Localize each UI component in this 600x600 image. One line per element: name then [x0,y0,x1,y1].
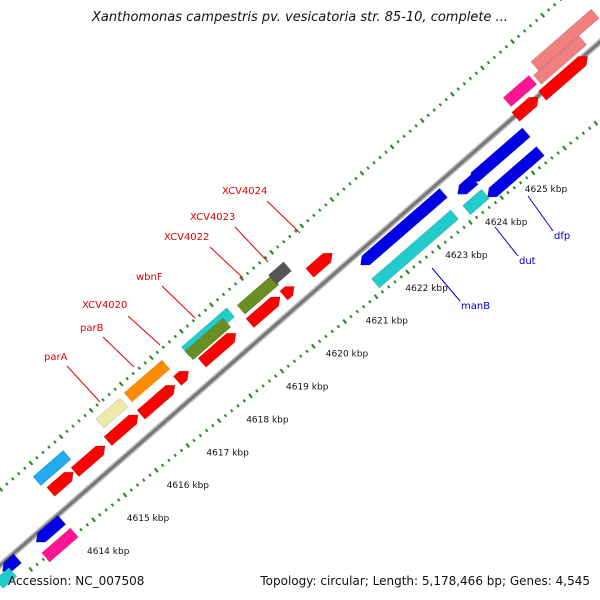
gene-par-a[interactable] [95,397,129,429]
gene-red[interactable] [136,381,179,420]
gene-red[interactable] [173,367,192,386]
scale-label: 4615 kbp [127,514,170,524]
gene-red[interactable] [197,329,240,368]
scale-label: 4619 kbp [286,383,329,393]
backbone-line [0,39,600,568]
major-ticks [0,0,564,492]
gene-label-xcv4022[interactable]: XCV4022 [164,232,209,243]
gene-cyan[interactable] [0,567,18,589]
scale-label: 4624 kbp [485,218,528,228]
gene-dut[interactable] [462,188,490,216]
gene-red[interactable] [70,441,109,478]
gene-red[interactable] [103,410,142,447]
minor-ticks [0,0,563,492]
scale-label: 4625 kbp [525,185,568,195]
gene-olive[interactable] [184,317,232,361]
scale-label: 4617 kbp [206,448,249,458]
label-leader-line [209,246,244,279]
gene-labels[interactable]: parA parB XCV4020 wbnF XCV4022 XCV4023 XCV4024… [44,186,570,363]
gene-label-wbnf[interactable]: wbnF [136,272,163,283]
map-title: Xanthomonas campestris pv. vesicatoria s… [92,10,508,25]
gene-label-parb[interactable]: parB [80,323,104,334]
accession-text: Accession: NC_007508 [8,574,145,588]
gene-blue[interactable] [32,514,67,546]
scale-label: 4620 kbp [326,350,369,360]
topology-stats-text: Topology: circular; Length: 5,178,466 bp… [260,574,590,588]
gene-xcv4024[interactable] [305,249,337,278]
outer-tick-ring [0,0,564,492]
gene-sky-blue[interactable] [32,449,72,487]
label-leader-line [527,195,554,232]
label-leader-line [102,336,135,368]
label-leader-line [234,226,269,263]
scale-label: 4623 kbp [445,251,488,261]
scale-labels: 4614 kbp 4615 kbp 4616 kbp 4617 kbp 4618 kbp… [87,185,567,557]
gene-red[interactable] [538,52,591,101]
gene-blue[interactable] [357,188,448,269]
label-leaders [66,195,554,403]
gene-label-xcv4024[interactable]: XCV4024 [222,186,267,197]
gene-label-xcv4020[interactable]: XCV4020 [82,300,127,311]
scale-label: 4614 kbp [87,547,130,557]
label-leader-line [161,285,196,319]
gene-salmon-2[interactable] [530,8,600,72]
gene-dfp[interactable] [484,146,545,202]
gene-label-para[interactable]: parA [44,352,68,363]
label-leader-line [266,200,301,234]
scale-label: 4618 kbp [246,415,289,425]
minor-ticks [29,118,600,572]
gene-label-manb[interactable]: manB [461,301,490,312]
label-leader-line [494,226,519,257]
label-leader-line [127,315,161,346]
gene-features[interactable] [0,8,600,589]
gene-label-dfp[interactable]: dfp [554,231,570,242]
gene-par-b[interactable] [123,359,171,403]
gene-xcv4023[interactable] [268,261,292,285]
label-leader-line [431,267,461,302]
gene-red[interactable] [511,93,543,122]
scale-label: 4621 kbp [366,317,409,327]
scale-label: 4616 kbp [167,481,210,491]
gene-man-b[interactable] [371,209,459,289]
gene-red[interactable] [245,292,284,329]
major-ticks [28,118,600,572]
gene-magenta[interactable] [41,527,79,563]
scale-label: 4622 kbp [405,284,448,294]
gene-label-xcv4023[interactable]: XCV4023 [190,212,235,223]
gene-magenta[interactable] [502,74,538,108]
gene-label-dut[interactable]: dut [519,256,536,267]
gene-red[interactable] [46,468,78,497]
gene-xcv4022[interactable] [236,275,280,315]
gene-red[interactable] [279,282,298,301]
inner-tick-ring [28,118,600,572]
label-leader-line [66,365,101,403]
gene-blue[interactable] [466,127,531,186]
